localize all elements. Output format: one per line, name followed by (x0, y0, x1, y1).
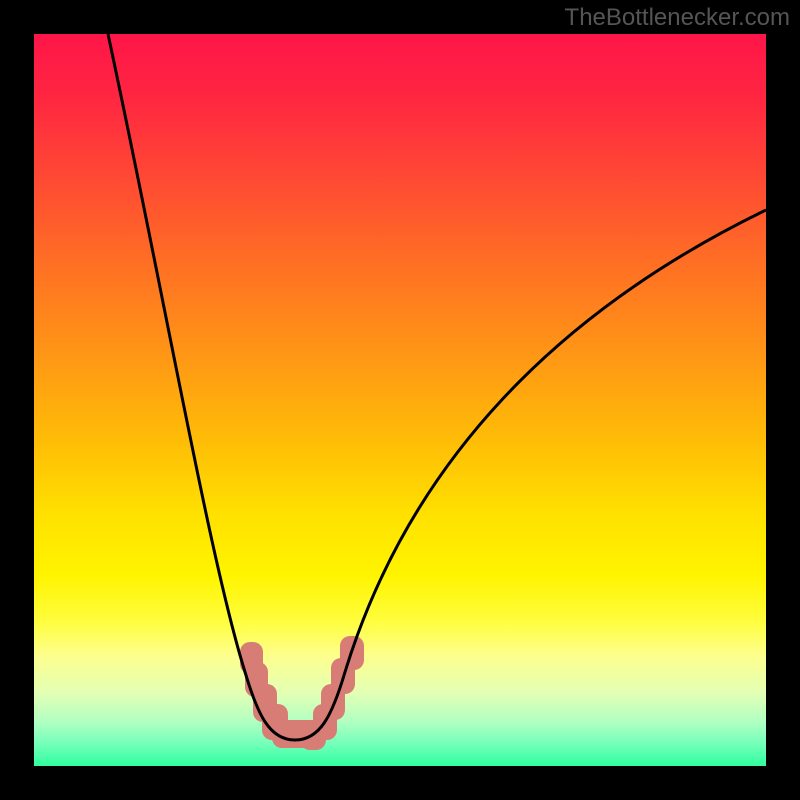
watermark-text: TheBottlenecker.com (565, 4, 790, 32)
chart-svg (0, 0, 800, 800)
plot-background-gradient (34, 34, 766, 766)
